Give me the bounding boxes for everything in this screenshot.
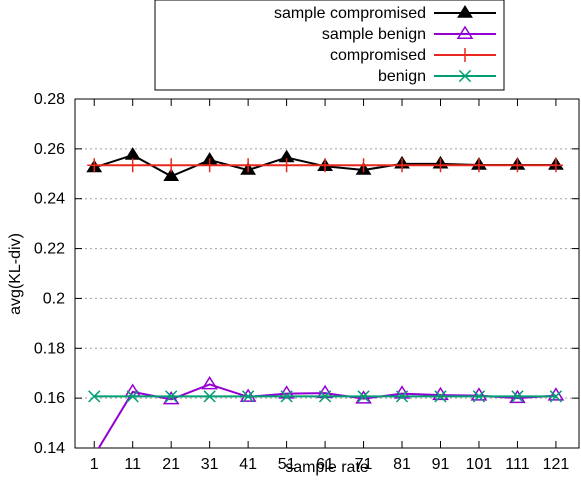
y-tick-label: 0.26 <box>34 141 65 158</box>
data-point-compromised <box>510 158 525 173</box>
data-point-compromised <box>471 158 486 173</box>
legend: sample compromised sample benign compromis… <box>154 0 505 91</box>
data-point-compromised <box>241 158 256 173</box>
data-point-compromised <box>279 158 294 173</box>
y-tick-label: 0.16 <box>34 390 65 407</box>
data-point-benign <box>280 390 293 403</box>
y-tick-label: 0.22 <box>34 241 65 258</box>
data-point-compromised <box>202 158 217 173</box>
data-point-benign <box>241 390 255 403</box>
data-point-sample-benign <box>547 387 565 401</box>
x-tick-label: 61 <box>316 456 334 473</box>
y-tick-label: 0.24 <box>34 191 65 208</box>
data-point-benign <box>126 390 139 403</box>
data-point-benign <box>472 390 486 403</box>
legend-marker-compromised <box>458 48 472 62</box>
x-tick-label: 71 <box>355 456 373 473</box>
x-tick-label: 81 <box>393 456 411 473</box>
data-point-compromised <box>395 158 410 173</box>
data-point-compromised <box>87 158 102 173</box>
data-point-sample-compromised <box>163 168 180 181</box>
data-point-benign <box>165 390 178 403</box>
x-tick-label: 91 <box>432 456 450 473</box>
data-point-sample-benign <box>201 376 219 390</box>
y-axis: 0.14 0.16 0.18 0.2 0.22 0.24 0.26 0.28 <box>34 91 579 457</box>
x-tick-label: 1 <box>90 456 99 473</box>
data-point-compromised <box>164 158 179 173</box>
legend-marker-sample-compromised <box>457 5 473 18</box>
y-tick-label: 0.14 <box>34 440 65 457</box>
y-tick-label: 0.18 <box>34 340 65 357</box>
x-tick-label: 101 <box>466 456 493 473</box>
x-tick-label: 11 <box>124 456 141 473</box>
data-point-benign <box>203 390 216 403</box>
data-point-benign <box>395 390 409 403</box>
x-tick-label: 51 <box>278 456 296 473</box>
data-point-benign <box>511 390 524 403</box>
legend-label-benign: benign <box>378 68 426 85</box>
x-axis: 1 11 21 31 41 51 61 71 81 91 101 111 121 <box>90 99 570 473</box>
series-group <box>86 147 565 448</box>
legend-marker-benign <box>458 69 472 83</box>
x-axis-title: sample rate <box>285 459 369 476</box>
data-point-benign <box>318 390 332 403</box>
data-point-benign <box>357 390 370 403</box>
legend-label-sample-compromised: sample compromised <box>274 5 426 22</box>
x-tick-label: 41 <box>239 456 257 473</box>
data-point-benign <box>434 390 447 403</box>
x-tick-label: 31 <box>201 456 219 473</box>
data-point-compromised <box>433 158 448 173</box>
y-tick-label: 0.2 <box>43 290 65 307</box>
data-point-compromised <box>548 158 563 173</box>
plot-frame <box>74 98 580 449</box>
data-point-benign <box>88 390 101 403</box>
data-point-compromised <box>356 158 371 173</box>
data-point-compromised <box>318 158 333 173</box>
data-point-benign <box>549 390 563 403</box>
legend-label-sample-benign: sample benign <box>322 26 426 43</box>
data-point-compromised <box>125 158 140 173</box>
grid-lines <box>75 148 579 399</box>
x-tick-label: 111 <box>505 456 529 473</box>
y-axis-title: avg(KL-div) <box>7 233 24 315</box>
legend-label-compromised: compromised <box>330 47 426 64</box>
data-point-sample-benign <box>162 390 180 405</box>
x-tick-label: 21 <box>162 456 180 473</box>
data-point-sample-benign <box>470 387 488 401</box>
x-tick-label: 121 <box>543 456 570 473</box>
data-point-sample-compromised <box>124 147 141 160</box>
legend-marker-sample-benign <box>456 25 474 39</box>
y-tick-label: 0.28 <box>34 91 65 108</box>
